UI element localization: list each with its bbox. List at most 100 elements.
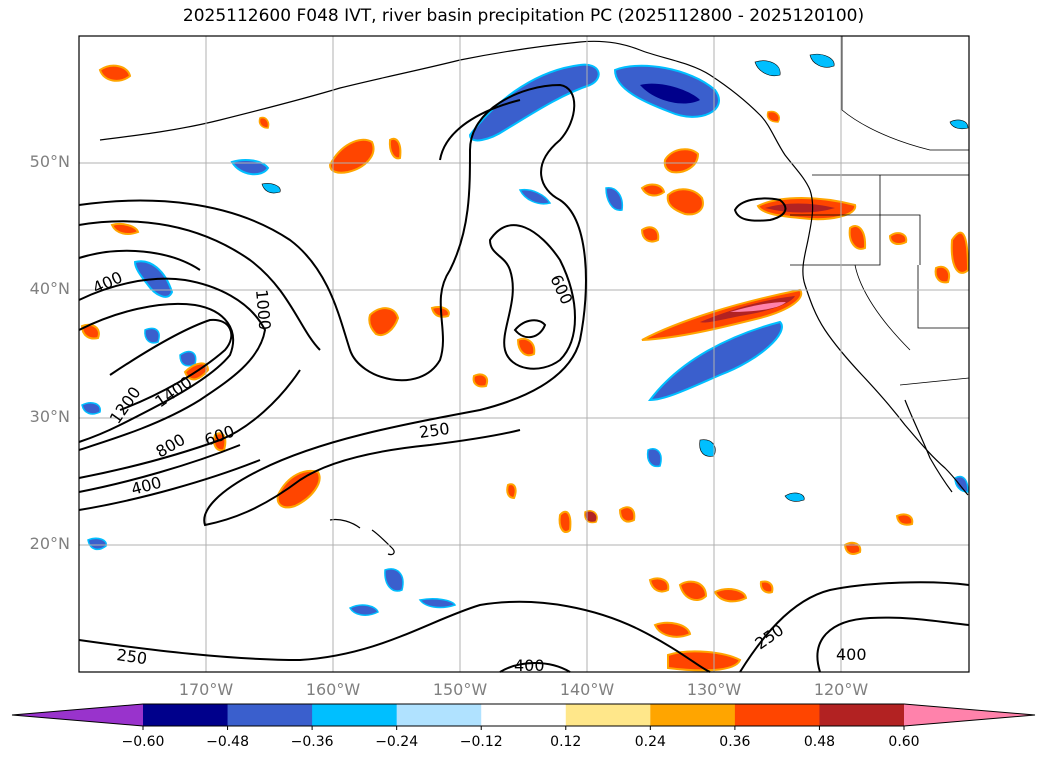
- lat-label: 50°N: [29, 152, 70, 171]
- precip-neg-blob: [518, 188, 552, 205]
- lon-label: 170°W: [178, 680, 234, 699]
- ivt-contour-250: [78, 83, 587, 527]
- ivt-contour-400: [78, 220, 321, 351]
- precip-pos-blob: [558, 510, 572, 533]
- colorbar-segment: [143, 704, 229, 726]
- precip-pos-blob: [584, 510, 598, 524]
- precip-neg-blob: [418, 598, 457, 609]
- precip-neg-blob: [646, 448, 662, 468]
- border-states-1: [790, 214, 881, 266]
- precip-pos-blob: [276, 470, 321, 509]
- precip-pos-blob: [678, 580, 708, 601]
- precip-pos-blob: [640, 226, 660, 243]
- gridlines: [79, 36, 969, 672]
- coastline-west-na: [802, 189, 969, 496]
- ivt-contour-400-south: [499, 662, 571, 673]
- ivt-contour-250-south: [78, 600, 711, 673]
- colorbar-segment: [734, 704, 820, 726]
- precip-pos-blob: [388, 137, 402, 160]
- precip-pos-blob: [950, 231, 970, 274]
- lon-label: 160°W: [305, 680, 361, 699]
- colorbar-tick-label: 0.24: [634, 734, 666, 750]
- lon-label: 140°W: [559, 680, 615, 699]
- precip-pos-blob: [648, 577, 670, 593]
- precip-neg-blob: [949, 119, 969, 130]
- ivt-contour-1000: [78, 277, 267, 451]
- precip-pos-blob: [506, 483, 517, 500]
- contour-label: 400: [836, 645, 867, 664]
- political-borders: [790, 36, 970, 386]
- colorbar-tick-label: −0.60: [121, 734, 165, 750]
- ivt-contour-600b: [78, 444, 241, 493]
- precip-pos-blob: [848, 225, 867, 250]
- colorbar: [11, 703, 1036, 730]
- precip-neg-blob: [754, 60, 781, 77]
- contour-label: 250: [115, 645, 148, 668]
- precip-neg-blob: [784, 492, 805, 502]
- colorbar-tick-label: 0.60: [888, 734, 920, 750]
- lon-label: 150°W: [432, 680, 488, 699]
- precip-pos-blob: [766, 110, 780, 123]
- ivt-contour-400b: [78, 249, 201, 271]
- precip-pos-blob: [730, 302, 786, 312]
- precip-neg-blob: [261, 183, 281, 194]
- map-title: 2025112600 F048 IVT, river basin precipi…: [182, 6, 865, 26]
- lat-label: 30°N: [29, 407, 70, 426]
- precip-pos-blob: [759, 580, 774, 594]
- colorbar-tick-label: −0.48: [206, 734, 249, 750]
- colorbar-tick-label: 0.36: [719, 734, 751, 750]
- colorbar-extend-high: [904, 704, 1035, 726]
- ivt-contour-400-east: [816, 616, 970, 673]
- coastlines: [99, 40, 969, 556]
- precip-neg-blob: [144, 327, 160, 344]
- precip-pos-blob: [663, 148, 700, 174]
- colorbar-tick-label: 0.48: [803, 734, 836, 750]
- precip-pos-blob: [328, 138, 375, 174]
- border-states-2: [880, 214, 921, 265]
- border-states-5: [854, 264, 911, 351]
- precip-pos-blob: [258, 116, 270, 129]
- colorbar-extend-low: [12, 704, 143, 726]
- precip-pos-blob: [934, 265, 950, 284]
- colorbar-segment: [565, 704, 651, 726]
- colorbar-tick-label: −0.12: [459, 734, 503, 750]
- coastline-alaska: [99, 40, 811, 191]
- lon-label: 130°W: [686, 680, 742, 699]
- ivt-contour-600: [488, 224, 576, 370]
- ivt-contour-1200: [78, 302, 235, 443]
- lat-label: 20°N: [29, 534, 70, 553]
- contour-label: 250: [418, 419, 451, 442]
- precip-neg-blob: [230, 159, 270, 176]
- precip-pos-blob: [843, 541, 862, 555]
- ivt-contour-nw: [733, 197, 787, 222]
- border-canada-province: [841, 36, 969, 151]
- ivt-contour-250-inner: [439, 99, 521, 161]
- precip-pos-blob: [653, 621, 692, 638]
- precip-pos-blob: [516, 337, 536, 357]
- precip-neg-blob: [87, 537, 107, 551]
- ivt-contours: [78, 83, 970, 673]
- ivt-contour-600-inner: [513, 319, 547, 339]
- precip-pos-blob: [368, 307, 400, 336]
- precip-neg-blob: [605, 187, 624, 211]
- precip-pos-blob: [618, 506, 636, 523]
- plot-frame: [78, 35, 970, 673]
- border-us-mexico: [899, 377, 970, 386]
- precip-neg-blob: [954, 475, 969, 493]
- precip-neg-blob: [81, 402, 101, 415]
- precip-pos-blob: [666, 188, 704, 216]
- precip-pos-blob: [895, 513, 914, 526]
- precip-neg-blob: [384, 568, 404, 592]
- colorbar-segment: [481, 704, 567, 726]
- coastline-baja: [904, 399, 953, 493]
- colorbar-segment: [312, 704, 398, 726]
- ivt-contour-800: [78, 369, 301, 479]
- precip-pos-blob: [110, 222, 140, 235]
- precip-pos-blob: [888, 232, 908, 245]
- precip-pos-blob: [98, 64, 132, 82]
- colorbar-tick-label: −0.24: [375, 734, 419, 750]
- colorbar-tick-label: −0.36: [290, 734, 334, 750]
- precip-pos-blob: [713, 588, 748, 603]
- colorbar-tick-label: 0.12: [550, 734, 582, 750]
